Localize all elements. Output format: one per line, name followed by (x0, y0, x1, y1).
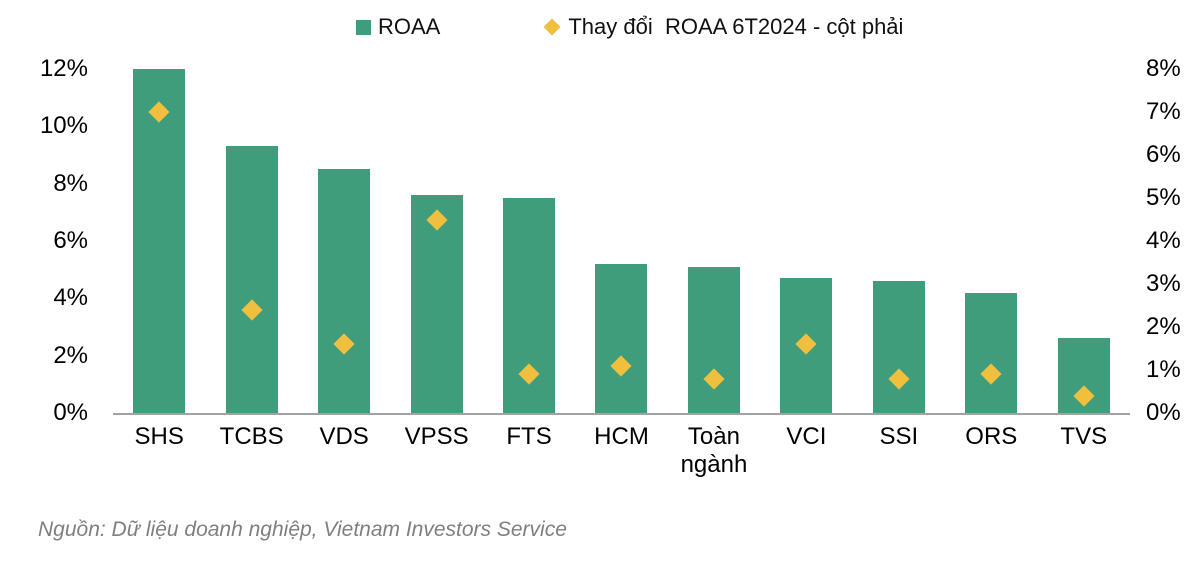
right-axis-tick: 2% (1146, 313, 1181, 340)
category-cell (1038, 69, 1130, 413)
legend-label-change: Thay đổi ROAA 6T2024 - cột phải (568, 14, 904, 39)
roaa-bar (965, 292, 1018, 413)
category-cell (853, 69, 945, 413)
right-axis-tick: 1% (1146, 356, 1181, 383)
right-axis-tick: 6% (1146, 141, 1181, 168)
x-axis-label: Toàn ngành (680, 423, 748, 478)
plot-area (113, 69, 1130, 413)
x-axis-label: TCBS (219, 423, 284, 450)
x-axis-line (113, 413, 1130, 415)
category-cell (483, 69, 575, 413)
x-axis-label: VDS (319, 423, 369, 450)
category-cell (298, 69, 390, 413)
roaa-bar (872, 281, 925, 413)
right-axis-tick: 3% (1146, 270, 1181, 297)
x-axis-label: FTS (506, 423, 552, 450)
right-axis-tick: 7% (1146, 98, 1181, 125)
left-axis-tick: 10% (39, 112, 88, 140)
left-axis-tick: 2% (53, 341, 88, 369)
legend-item-change: Thay đổi ROAA 6T2024 - cột phải (543, 14, 904, 40)
x-axis-label: VCI (786, 423, 827, 450)
roaa-bar (133, 69, 186, 413)
roaa-bar (225, 146, 278, 413)
roaa-bar (687, 266, 740, 413)
roaa-bar (595, 263, 648, 413)
legend-item-roaa: ROAA (356, 14, 440, 40)
category-cell (760, 69, 852, 413)
roaa-bar (318, 169, 371, 413)
change-diamond-marker-icon (543, 18, 561, 36)
chart-legend: ROAA Thay đổi ROAA 6T2024 - cột phải (356, 14, 903, 40)
category-cell (390, 69, 482, 413)
roaa-square-marker-icon (356, 19, 371, 35)
category-cell (945, 69, 1037, 413)
category-cell (575, 69, 667, 413)
category-cell (113, 69, 205, 413)
left-axis-tick: 12% (39, 55, 88, 82)
x-axis-label: ORS (965, 423, 1018, 450)
x-axis-label: SHS (134, 423, 184, 450)
left-axis-tick: 4% (53, 284, 88, 312)
source-note: Nguồn: Dữ liệu doanh nghiệp, Vietnam Inv… (38, 518, 567, 541)
right-axis-tick: 0% (1146, 399, 1181, 426)
roaa-bar (410, 195, 463, 413)
category-cell (668, 69, 760, 413)
right-axis-tick: 5% (1146, 184, 1181, 211)
right-axis-tick: 8% (1146, 55, 1181, 82)
category-cell (205, 69, 297, 413)
x-axis-label: SSI (879, 423, 919, 450)
x-axis-label: HCM (594, 423, 649, 450)
left-axis-tick: 0% (53, 399, 88, 426)
left-axis-tick: 6% (53, 227, 88, 254)
right-axis-tick: 4% (1146, 227, 1181, 254)
left-axis-tick: 8% (53, 169, 88, 197)
x-axis-label: VPSS (404, 423, 469, 450)
x-axis-label: TVS (1060, 423, 1108, 450)
legend-label-roaa: ROAA (378, 14, 441, 39)
